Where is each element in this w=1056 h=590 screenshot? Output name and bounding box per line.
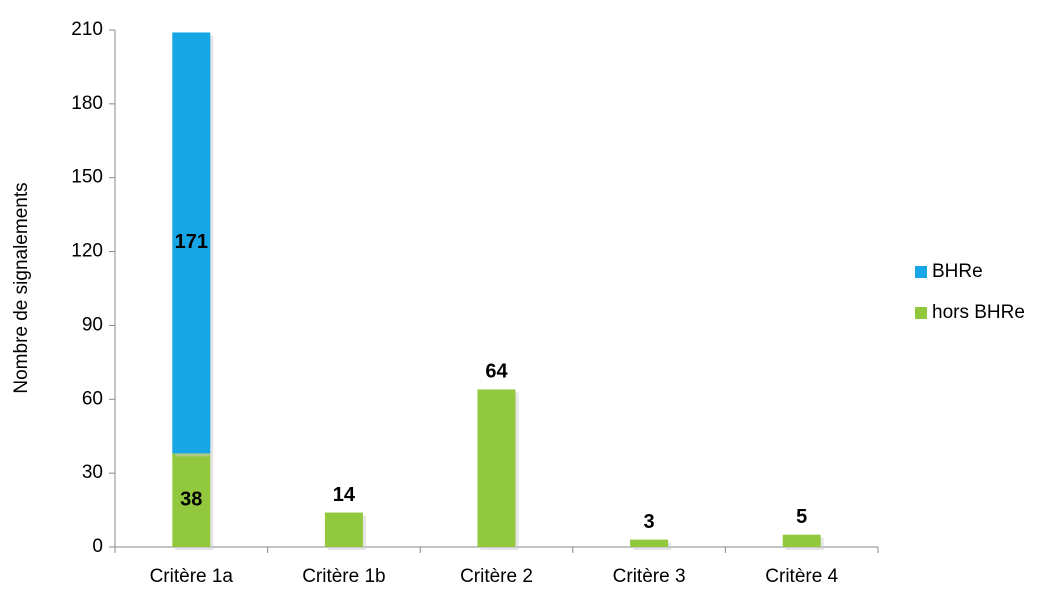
legend-label: hors BHRe	[932, 302, 1025, 323]
y-tick-label: 210	[71, 19, 103, 40]
legend-swatch	[915, 307, 927, 319]
y-axis-label: Nombre de signalements	[11, 182, 32, 393]
data-label: 38	[180, 489, 202, 511]
bar	[324, 512, 363, 547]
data-label: 64	[485, 361, 508, 383]
bar	[172, 32, 211, 454]
x-tick-label: Critère 2	[460, 566, 533, 587]
data-label: 171	[175, 231, 208, 253]
legend-label: BHRe	[932, 261, 983, 282]
bar	[782, 534, 821, 547]
y-tick-label: 150	[71, 167, 103, 188]
x-tick-label: Critère 3	[613, 566, 686, 587]
y-tick-label: 120	[71, 241, 103, 262]
legend-swatch	[915, 266, 927, 278]
y-tick-label: 90	[82, 314, 103, 335]
bar	[630, 539, 669, 547]
x-tick-label: Critère 1a	[150, 566, 234, 587]
y-tick-label: 180	[71, 93, 103, 114]
y-tick-label: 0	[92, 536, 103, 557]
data-label: 14	[333, 484, 356, 506]
bar	[477, 389, 516, 547]
y-tick-label: 30	[82, 462, 103, 483]
x-tick-label: Critère 4	[765, 566, 838, 587]
data-label: 3	[644, 511, 655, 533]
data-label: 5	[796, 506, 807, 528]
bar	[172, 453, 211, 547]
x-tick-label: Critère 1b	[302, 566, 385, 587]
y-tick-label: 60	[82, 388, 103, 409]
